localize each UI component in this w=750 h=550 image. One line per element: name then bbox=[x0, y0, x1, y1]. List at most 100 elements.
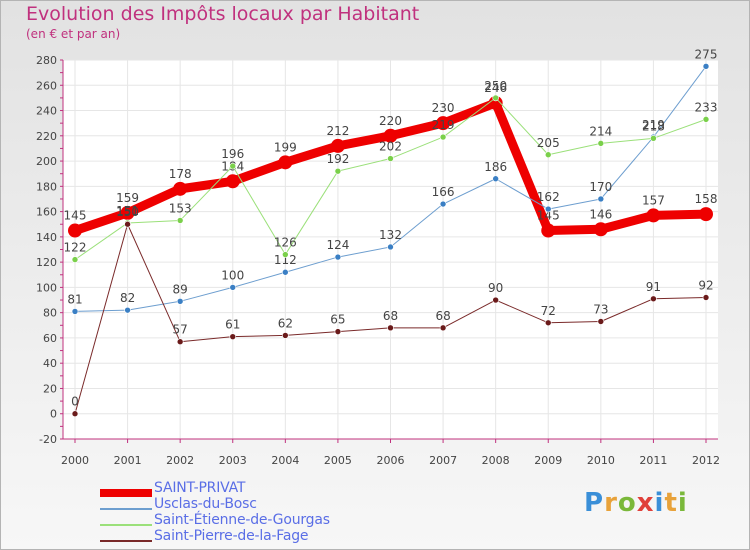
chart-legend: SAINT-PRIVAT Usclas-du-Bosc Saint-Étienn… bbox=[100, 480, 400, 545]
y-tick-label: 40 bbox=[43, 357, 57, 370]
data-label-saint-etienne-de-gourgas: 250 bbox=[484, 79, 507, 93]
data-label-saint-etienne-de-gourgas: 196 bbox=[221, 147, 244, 161]
data-point-saint-pierre-de-la-fage bbox=[650, 295, 657, 303]
legend-label-saint-privat: SAINT-PRIVAT bbox=[154, 480, 246, 496]
logo-letter: i bbox=[677, 488, 688, 518]
y-tick-label: 220 bbox=[36, 130, 57, 143]
y-tick-label: 120 bbox=[36, 256, 57, 269]
x-tick-label: 2010 bbox=[587, 454, 615, 467]
data-point-saint-pierre-de-la-fage bbox=[282, 332, 289, 339]
data-point-usclas-du-bosc bbox=[387, 243, 394, 251]
data-label-usclas-du-bosc: 132 bbox=[379, 228, 402, 242]
data-point-saint-privat bbox=[541, 223, 556, 238]
data-point-saint-etienne-de-gourgas bbox=[229, 162, 237, 170]
logo-letter: r bbox=[604, 488, 618, 518]
data-point-usclas-du-bosc bbox=[229, 284, 237, 291]
data-label-saint-privat: 146 bbox=[589, 207, 612, 221]
data-point-saint-etienne-de-gourgas bbox=[650, 135, 657, 142]
data-label-saint-etienne-de-gourgas: 219 bbox=[432, 118, 455, 132]
x-tick-label: 2012 bbox=[692, 454, 720, 467]
data-label-saint-privat: 230 bbox=[432, 101, 455, 115]
x-tick-label: 2007 bbox=[429, 454, 457, 467]
data-point-saint-etienne-de-gourgas bbox=[282, 251, 289, 258]
data-label-saint-pierre-de-la-fage: 61 bbox=[225, 318, 240, 332]
data-label-saint-etienne-de-gourgas: 202 bbox=[379, 140, 402, 154]
x-tick-label: 2008 bbox=[482, 454, 510, 467]
data-label-saint-etienne-de-gourgas: 122 bbox=[64, 241, 87, 255]
legend-label-usclas-du-bosc: Usclas-du-Bosc bbox=[154, 496, 257, 512]
data-point-saint-privat bbox=[330, 138, 345, 153]
data-point-saint-etienne-de-gourgas bbox=[71, 256, 79, 263]
data-label-usclas-du-bosc: 275 bbox=[695, 47, 718, 61]
data-point-saint-privat bbox=[488, 95, 503, 110]
x-tick-label: 2002 bbox=[166, 454, 194, 467]
data-label-saint-pierre-de-la-fage: 92 bbox=[698, 279, 713, 293]
data-point-saint-privat bbox=[120, 205, 135, 220]
data-label-saint-privat: 220 bbox=[379, 114, 402, 128]
legend-item-usclas-du-bosc: Usclas-du-Bosc bbox=[100, 496, 400, 513]
x-tick-label: 2003 bbox=[219, 454, 247, 467]
data-point-usclas-du-bosc bbox=[702, 63, 710, 70]
data-label-usclas-du-bosc: 82 bbox=[120, 291, 135, 305]
y-tick-label: 200 bbox=[36, 155, 57, 168]
y-tick-label: 20 bbox=[43, 382, 57, 395]
chart-subtitle: (en € et par an) bbox=[26, 27, 121, 41]
legend-swatch-usclas-du-bosc bbox=[100, 508, 152, 510]
logo-letter: t bbox=[664, 488, 678, 518]
data-point-saint-etienne-de-gourgas bbox=[492, 94, 499, 102]
data-label-saint-etienne-de-gourgas: 214 bbox=[589, 124, 612, 138]
data-label-saint-pierre-de-la-fage: 62 bbox=[278, 316, 293, 330]
data-point-usclas-du-bosc bbox=[492, 175, 499, 183]
data-label-usclas-du-bosc: 219 bbox=[642, 118, 665, 132]
data-label-saint-pierre-de-la-fage: 0 bbox=[71, 395, 79, 409]
data-point-saint-pierre-de-la-fage bbox=[492, 296, 499, 304]
data-label-usclas-du-bosc: 124 bbox=[326, 238, 349, 252]
data-point-usclas-du-bosc bbox=[334, 253, 342, 261]
legend-item-saint-etienne-de-gourgas: Saint-Étienne-de-Gourgas bbox=[100, 512, 400, 529]
data-point-saint-pierre-de-la-fage bbox=[439, 324, 447, 332]
logo-letter: x bbox=[636, 488, 655, 518]
y-tick-label: 0 bbox=[50, 408, 57, 421]
data-label-saint-pierre-de-la-fage: 90 bbox=[488, 281, 503, 295]
data-label-saint-pierre-de-la-fage: 150 bbox=[116, 205, 139, 219]
data-label-saint-privat: 157 bbox=[642, 193, 665, 207]
data-point-saint-privat bbox=[383, 128, 398, 143]
x-tick-label: 2000 bbox=[61, 454, 89, 467]
data-point-saint-privat bbox=[68, 223, 82, 238]
x-tick-label: 2005 bbox=[324, 454, 352, 467]
legend-label-saint-pierre-de-la-fage: Saint-Pierre-de-la-Fage bbox=[154, 528, 309, 544]
data-point-usclas-du-bosc bbox=[176, 297, 184, 305]
data-label-usclas-du-bosc: 186 bbox=[484, 160, 507, 174]
data-label-usclas-du-bosc: 170 bbox=[589, 180, 612, 194]
data-point-usclas-du-bosc bbox=[544, 205, 552, 213]
legend-label-saint-etienne-de-gourgas: Saint-Étienne-de-Gourgas bbox=[154, 512, 330, 528]
data-point-saint-etienne-de-gourgas bbox=[176, 217, 184, 224]
data-point-saint-privat bbox=[278, 155, 293, 170]
legend-swatch-saint-privat bbox=[100, 489, 152, 497]
data-label-saint-etienne-de-gourgas: 192 bbox=[326, 152, 349, 166]
data-label-saint-etienne-de-gourgas: 151 bbox=[116, 204, 139, 218]
data-point-saint-privat bbox=[173, 181, 188, 196]
data-point-saint-pierre-de-la-fage bbox=[387, 324, 394, 332]
data-label-saint-pierre-de-la-fage: 57 bbox=[173, 323, 188, 337]
y-tick-label: 160 bbox=[36, 206, 57, 219]
data-label-saint-etienne-de-gourgas: 126 bbox=[274, 236, 297, 250]
data-label-saint-privat: 178 bbox=[169, 167, 192, 181]
data-point-saint-privat bbox=[436, 116, 451, 131]
data-label-usclas-du-bosc: 166 bbox=[432, 185, 455, 199]
data-point-usclas-du-bosc bbox=[597, 195, 605, 203]
data-point-saint-etienne-de-gourgas bbox=[387, 155, 394, 162]
data-label-saint-privat: 145 bbox=[64, 209, 87, 223]
chart-title: Evolution des Impôts locaux par Habitant bbox=[26, 3, 420, 25]
data-point-saint-pierre-de-la-fage bbox=[124, 220, 131, 228]
y-tick-label: -20 bbox=[39, 433, 57, 446]
data-label-saint-privat: 199 bbox=[274, 140, 297, 154]
data-point-saint-etienne-de-gourgas bbox=[544, 151, 552, 159]
data-point-saint-pierre-de-la-fage bbox=[176, 338, 184, 346]
data-point-saint-pierre-de-la-fage bbox=[71, 410, 79, 418]
y-tick-label: 80 bbox=[43, 307, 57, 320]
data-label-usclas-du-bosc: 81 bbox=[67, 292, 82, 306]
data-label-saint-privat: 145 bbox=[537, 209, 560, 223]
y-tick-label: 280 bbox=[36, 54, 57, 67]
